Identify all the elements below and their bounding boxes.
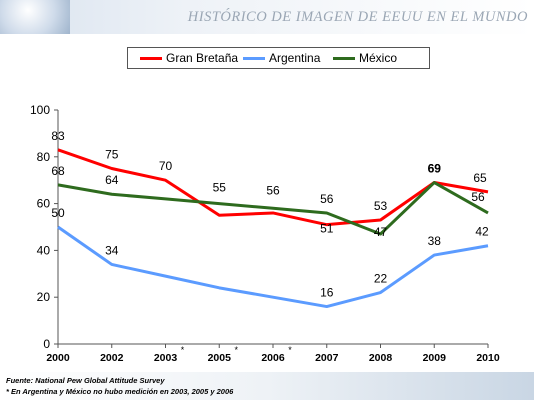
y-tick-label: 60	[37, 197, 51, 211]
data-label: 34	[105, 243, 119, 257]
x-tick-label: 2006	[261, 352, 285, 364]
x-tick-label: 2010	[476, 352, 500, 364]
data-label: 56	[471, 190, 485, 204]
data-label: 55	[213, 181, 227, 195]
data-label: 47	[374, 225, 388, 239]
x-tick-asterisk: *	[181, 345, 185, 355]
series-line-1	[57, 225, 489, 309]
x-tick-label: 2009	[423, 352, 447, 364]
data-label: 70	[159, 159, 173, 173]
y-tick-label: 40	[37, 243, 51, 257]
legend-item-mexico: México	[333, 51, 397, 65]
page-title: HISTÓRICO DE IMAGEN DE EEUU EN EL MUNDO	[187, 9, 528, 25]
legend-swatch-gran-bretana	[140, 57, 162, 61]
data-label: 68	[51, 164, 65, 178]
x-tick-label: 2003	[154, 352, 178, 364]
legend-swatch-argentina	[243, 57, 265, 61]
source-text: National Pew Global Attitude Survey	[33, 376, 165, 385]
data-label: 65	[473, 171, 487, 185]
legend-item-argentina: Argentina	[243, 51, 320, 65]
y-tick-label: 0	[43, 337, 50, 351]
legend-label-gran-bretana: Gran Bretaña	[166, 51, 239, 65]
data-label: 38	[428, 234, 442, 248]
x-tick-label: 2008	[369, 352, 393, 364]
legend-label-mexico: México	[359, 51, 398, 65]
data-label: 83	[51, 129, 65, 143]
legend-item-gran-bretana: Gran Bretaña	[140, 51, 238, 65]
source-note: Fuente: National Pew Global Attitude Sur…	[6, 376, 165, 385]
data-label: 53	[374, 199, 388, 213]
y-tick-label: 100	[30, 103, 50, 117]
bottom-band	[0, 372, 534, 400]
data-label: 16	[320, 286, 334, 300]
y-tick-label: 80	[37, 150, 51, 164]
source-label: Fuente:	[6, 376, 34, 385]
data-label: 42	[475, 225, 489, 239]
header-banner: HISTÓRICO DE IMAGEN DE EEUU EN EL MUNDO	[0, 0, 534, 34]
data-label: 69	[428, 162, 442, 176]
series-line-2	[57, 181, 489, 236]
globe-glow-decoration	[0, 0, 70, 34]
x-tick-asterisk: *	[288, 345, 292, 355]
data-label: 56	[320, 192, 334, 206]
data-label: 51	[320, 222, 334, 236]
chart-legend: Gran Bretaña Argentina México	[127, 47, 430, 69]
series-line-0	[57, 148, 489, 227]
x-tick-label: 2007	[315, 352, 339, 364]
x-tick-label: 2005	[208, 352, 232, 364]
legend-swatch-mexico	[333, 57, 355, 61]
data-label: 56	[266, 183, 280, 197]
footnote: * En Argentina y México no hubo medición…	[6, 387, 234, 396]
data-label: 50	[51, 206, 65, 220]
x-tick-label: 2002	[100, 352, 124, 364]
data-label: 75	[105, 148, 119, 162]
x-tick-asterisk: *	[234, 345, 238, 355]
y-tick-label: 20	[37, 290, 51, 304]
x-tick-label: 2000	[46, 352, 70, 364]
data-label: 64	[105, 173, 119, 187]
data-label: 69	[428, 162, 442, 176]
legend-label-argentina: Argentina	[269, 51, 321, 65]
data-label: 22	[374, 272, 388, 286]
